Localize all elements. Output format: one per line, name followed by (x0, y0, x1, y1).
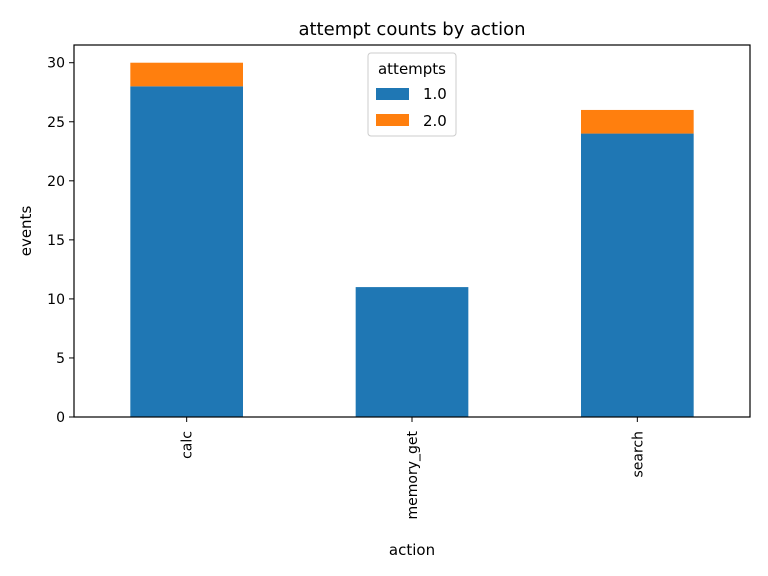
y-tick-label: 30 (47, 56, 65, 72)
y-tick-label: 25 (47, 115, 65, 131)
x-tick-label-search: search (630, 431, 646, 478)
x-tick-label-memory-get: memory_get (405, 430, 421, 519)
chart-title: attempt counts by action (298, 19, 525, 40)
bar-search-series-1 (581, 133, 694, 417)
legend-label-1: 1.0 (423, 85, 447, 103)
legend-swatch-2 (376, 114, 409, 126)
x-tick-label-calc: calc (180, 431, 196, 459)
y-tick-label: 10 (47, 292, 65, 308)
y-tick-label: 0 (56, 410, 65, 426)
bar-calc-series-1 (130, 86, 243, 417)
bar-calc-series-2 (130, 62, 243, 87)
bar-search-series-2 (581, 109, 694, 134)
bar-memory-get-series-1 (355, 287, 469, 417)
y-axis-label: events (17, 206, 35, 257)
y-axis: 0 5 10 15 20 25 30 (47, 56, 74, 426)
legend-label-2: 2.0 (423, 112, 447, 130)
x-axis-label: action (389, 541, 435, 559)
x-axis: calc memory_get search (180, 417, 646, 519)
y-tick-label: 5 (56, 351, 65, 367)
y-tick-label: 20 (47, 174, 65, 190)
legend: attempts 1.0 2.0 (367, 52, 457, 137)
legend-title: attempts (378, 60, 446, 78)
bars-group (130, 62, 694, 417)
y-tick-label: 15 (47, 233, 65, 249)
legend-swatch-1 (376, 88, 409, 100)
